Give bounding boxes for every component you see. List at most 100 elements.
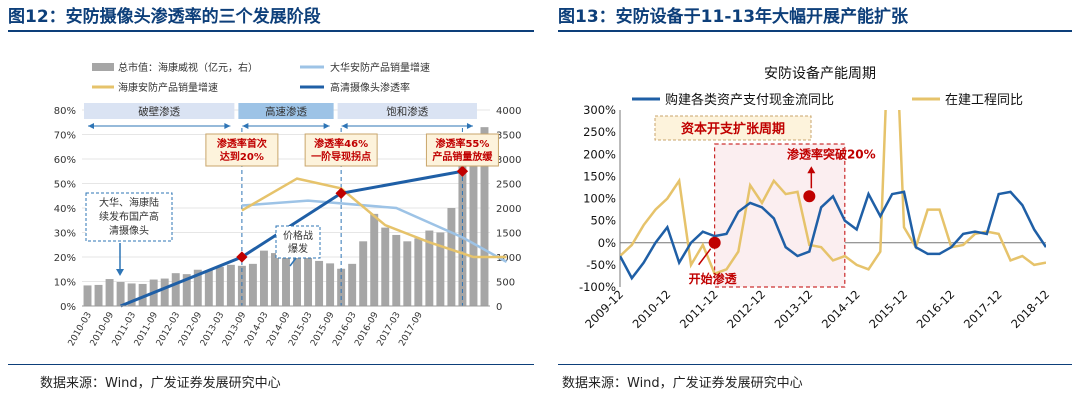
market-cap-bar (337, 268, 346, 306)
x-tick-label: 2016-12 (914, 287, 958, 331)
market-cap-bar (392, 234, 401, 306)
annotation-arrow-head (116, 269, 124, 276)
annotation-box-pricewar (275, 225, 321, 259)
market-cap-bar (414, 238, 423, 306)
right-figure-title: 图13：安防设备于11-13年大幅开展产能扩张 (558, 7, 909, 27)
x-tick-label: 2012-12 (724, 287, 768, 331)
x-tick-label: 2018-12 (1008, 287, 1052, 331)
y-left-tick: 70% (54, 131, 76, 142)
market-cap-bar (370, 213, 379, 306)
period-label: 资本开支扩张周期 (681, 121, 785, 137)
phase-band (84, 103, 235, 119)
left-figure-title: 图12：安防摄像头渗透率的三个发展阶段 (8, 7, 321, 27)
phase-label: 饱和渗透 (386, 105, 428, 118)
market-cap-bar (226, 264, 235, 306)
y-tick: 50% (590, 214, 616, 228)
y-right-tick: 0 (496, 302, 502, 313)
market-cap-bar (381, 227, 390, 306)
annotation-release-text: 大华、海康陆 (99, 196, 159, 209)
market-cap-bar (425, 230, 434, 306)
breakthrough-point (803, 190, 816, 203)
marker-callout-text: 渗透率首次 (217, 137, 267, 150)
right-title-rule (558, 30, 1072, 32)
dahua-growth-line (241, 199, 508, 263)
marker-callout-text: 一阶导现拐点 (311, 150, 371, 163)
marker-callout-text: 达到20% (220, 150, 264, 163)
left-source-rule (8, 364, 534, 365)
market-cap-bar (315, 260, 324, 306)
x-tick-label: 2010-12 (630, 287, 674, 331)
y-right-tick: 1000 (496, 253, 521, 264)
y-left-tick: 20% (54, 253, 76, 264)
y-left-tick: 0% (60, 302, 76, 313)
y-tick: -50% (586, 258, 616, 272)
marker-callout-box (205, 133, 279, 167)
start-penetration-label: 开始渗透 (689, 271, 738, 286)
penetration-marker (236, 251, 248, 263)
y-right-tick: 1500 (496, 229, 521, 240)
y-right-tick: 2000 (496, 204, 521, 215)
breakthrough-label: 渗透率突破20% (787, 146, 876, 161)
construction-line (620, 110, 1046, 276)
period-label-box (654, 115, 812, 141)
market-cap-bar (83, 285, 92, 306)
y-tick: 250% (583, 125, 616, 139)
legend-capex: 购建各类资产支付现金流同比 (665, 92, 834, 108)
market-cap-bar (447, 208, 456, 306)
phase-label: 破壁渗透 (138, 105, 180, 118)
market-cap-bar (193, 269, 202, 306)
breakthrough-arrow-head (807, 166, 816, 174)
phase-band (337, 103, 477, 119)
penetration-line (120, 169, 463, 308)
legend-market-cap: 总市值：海康威视（亿元，右） (118, 61, 258, 74)
legend-swatch-market-cap (92, 63, 114, 71)
left-title-rule (8, 30, 534, 32)
start-point-arrow (698, 248, 712, 266)
right-source-note: 数据来源：Wind，广发证券发展研究中心 (562, 376, 803, 391)
legend-hik-growth: 海康安防产品销量增速 (118, 81, 218, 94)
left-source-note: 数据来源：Wind，广发证券发展研究中心 (40, 376, 281, 391)
market-cap-bar (182, 274, 191, 306)
y-left-tick: 40% (54, 204, 76, 215)
market-cap-bar (248, 263, 257, 306)
market-cap-bar (116, 281, 125, 306)
marker-callout-box (304, 133, 378, 167)
start-penetration-point (708, 236, 721, 249)
y-tick: -100% (579, 280, 616, 294)
expansion-period-region (714, 143, 846, 288)
annotation-pricewar-text: 爆发 (288, 242, 308, 255)
market-cap-bar (348, 263, 357, 306)
legend-penetration: 高清摄像头渗透率 (330, 81, 410, 94)
market-cap-bar (215, 266, 224, 306)
annotation-release-text: 清摄像头 (109, 224, 149, 237)
y-left-tick: 80% (54, 106, 76, 117)
market-cap-bar (160, 278, 169, 306)
y-left-tick: 30% (54, 229, 76, 240)
annotation-release-text: 续发布国产高 (99, 210, 159, 223)
y-right-tick: 500 (496, 278, 515, 289)
marker-callout-text: 渗透率46% (314, 137, 368, 150)
market-cap-bar (304, 257, 313, 306)
y-left-tick: 60% (54, 155, 76, 166)
x-tick-label: 2011-12 (677, 287, 721, 331)
market-cap-bar (359, 241, 368, 306)
marker-callout-text: 产品销量放缓 (432, 150, 493, 163)
market-cap-bar (138, 283, 147, 306)
market-cap-bar (403, 241, 412, 306)
right-source-rule (558, 364, 1072, 365)
capex-line (620, 190, 1046, 281)
penetration-marker (456, 165, 469, 177)
market-cap-bar (171, 273, 180, 306)
annotation-pricewar-text: 价格战 (283, 229, 313, 242)
market-cap-bar (105, 279, 114, 306)
y-right-tick: 2500 (496, 180, 521, 191)
y-left-tick: 10% (54, 278, 76, 289)
x-tick-label: 2015-12 (866, 287, 910, 331)
market-cap-bar (326, 263, 335, 306)
y-tick: 300% (583, 103, 616, 117)
legend-construction: 在建工程同比 (945, 93, 1023, 108)
market-cap-bar (127, 283, 136, 306)
market-cap-bar (293, 256, 301, 306)
